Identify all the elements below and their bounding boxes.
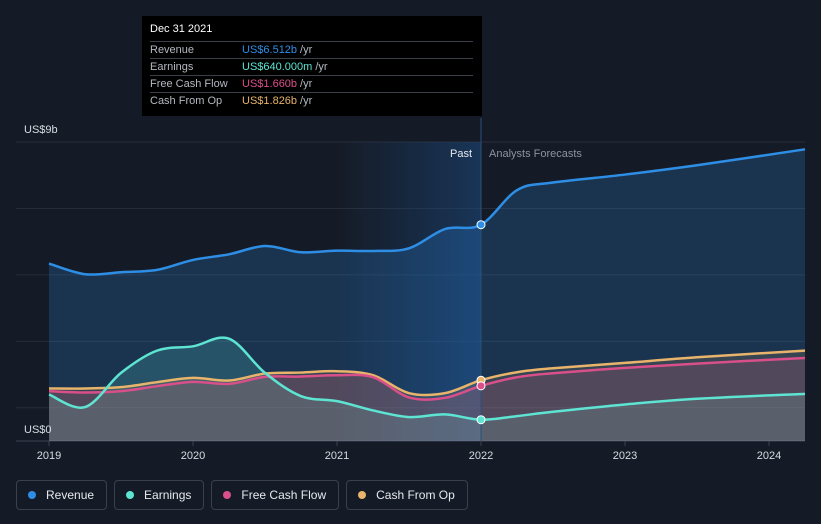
tooltip-unit: /yr	[315, 61, 328, 73]
revenue-marker	[476, 220, 486, 230]
x-tick-label-2024: 2024	[757, 450, 781, 462]
legend-label: Revenue	[46, 488, 95, 502]
past-label: Past	[450, 148, 472, 160]
x-tick-label-2023: 2023	[613, 450, 637, 462]
tooltip-label: Free Cash Flow	[150, 78, 228, 90]
legend-label: Cash From Op	[376, 488, 455, 502]
legend-cash-from-op-toggle[interactable]: Cash From Op	[346, 480, 468, 510]
series-markers	[476, 220, 486, 425]
tooltip: Dec 31 2021 Revenue US$6.512b /yr Earnin…	[142, 16, 482, 116]
tooltip-date: Dec 31 2021	[150, 23, 213, 35]
x-tick-label-2020: 2020	[181, 450, 205, 462]
tooltip-row-cash-from-op: Cash From Op US$1.826b /yr	[150, 92, 473, 109]
tooltip-label: Cash From Op	[150, 95, 223, 107]
free-cash-flow-dot-icon	[223, 491, 232, 499]
legend-earnings-toggle[interactable]: Earnings	[114, 480, 205, 510]
x-tick-label-2021: 2021	[325, 450, 349, 462]
forecast-label: Analysts Forecasts	[489, 148, 582, 160]
past-highlight-band	[337, 142, 481, 441]
fcf-marker	[476, 381, 486, 391]
earnings-dot-icon	[126, 491, 135, 499]
tooltip-value: US$640.000m	[242, 61, 313, 73]
tooltip-label: Earnings	[150, 61, 194, 73]
y-axis-max-label: US$9b	[24, 124, 58, 136]
tooltip-value: US$6.512b	[242, 44, 298, 56]
tooltip-value: US$1.660b	[242, 78, 298, 90]
tooltip-row-free-cash-flow: Free Cash Flow US$1.660b /yr	[150, 75, 473, 92]
earnings-area	[49, 337, 805, 441]
cash-from-op-dot-icon	[358, 491, 367, 499]
tooltip-unit: /yr	[300, 78, 313, 90]
legend-free-cash-flow-toggle[interactable]: Free Cash Flow	[211, 480, 340, 510]
tooltip-unit: /yr	[300, 44, 313, 56]
earnings-revenue-chart: US$9b US$0 Past Analysts Forecasts 2019 2…	[16, 118, 806, 462]
tooltip-row-earnings: Earnings US$640.000m /yr	[150, 58, 473, 75]
revenue-line	[48, 148, 806, 276]
x-tick-label-2022: 2022	[469, 450, 493, 462]
tooltip-unit: /yr	[300, 95, 313, 107]
earnings-line	[48, 336, 806, 421]
tooltip-row-revenue: Revenue US$6.512b /yr	[150, 41, 473, 58]
legend-label: Free Cash Flow	[241, 488, 327, 502]
legend-label: Earnings	[144, 488, 192, 502]
fcf-area	[49, 357, 805, 441]
chart-legend: Revenue Earnings Free Cash Flow Cash Fro…	[16, 480, 468, 510]
revenue-dot-icon	[28, 491, 36, 499]
tooltip-label: Revenue	[150, 44, 195, 56]
x-axis-ticks: 2019 2020 2021 2022 2023 2024	[37, 441, 781, 462]
fcf-line	[48, 356, 806, 401]
x-tick-label-2019: 2019	[37, 450, 61, 462]
y-axis-min-label: US$0	[24, 424, 52, 436]
series-lines	[48, 148, 806, 421]
earnings-marker	[476, 415, 486, 425]
tooltip-value: US$1.826b	[242, 95, 298, 107]
cfo-line	[48, 349, 806, 397]
legend-revenue-toggle[interactable]: Revenue	[16, 480, 108, 510]
